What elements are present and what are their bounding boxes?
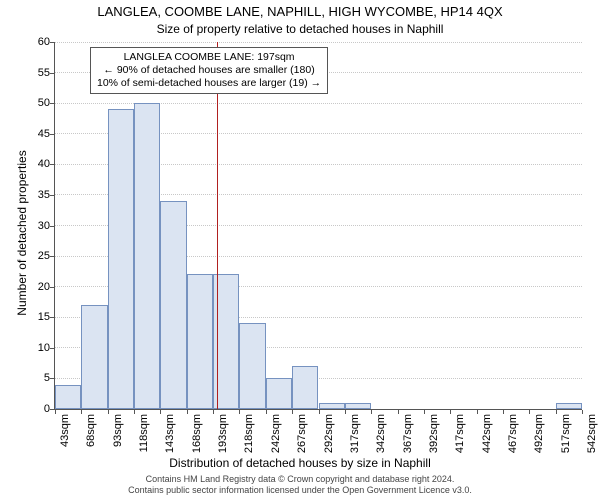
xtick-mark	[81, 410, 82, 414]
xtick-mark	[160, 410, 161, 414]
chart-container: { "title": "LANGLEA, COOMBE LANE, NAPHIL…	[0, 0, 600, 500]
xtick-label: 242sqm	[270, 414, 282, 464]
annotation-line-2: ← 90% of detached houses are smaller (18…	[103, 64, 314, 76]
plot-area	[54, 42, 582, 410]
ytick-mark	[50, 73, 54, 74]
xtick-label: 442sqm	[481, 414, 493, 464]
ytick-label: 55	[26, 68, 50, 79]
xtick-label: 143sqm	[164, 414, 176, 464]
xtick-mark	[477, 410, 478, 414]
histogram-bar	[239, 323, 265, 409]
xtick-label: 168sqm	[191, 414, 203, 464]
ytick-mark	[50, 317, 54, 318]
xtick-label: 292sqm	[323, 414, 335, 464]
xtick-label: 367sqm	[402, 414, 414, 464]
histogram-bar	[160, 201, 186, 409]
xtick-mark	[108, 410, 109, 414]
xtick-label: 68sqm	[85, 414, 97, 464]
xtick-label: 392sqm	[428, 414, 440, 464]
ytick-label: 20	[26, 282, 50, 293]
gridline	[55, 42, 582, 43]
histogram-bar	[81, 305, 107, 409]
xtick-mark	[292, 410, 293, 414]
ytick-label: 30	[26, 221, 50, 232]
histogram-bar	[108, 109, 134, 409]
ytick-label: 0	[26, 404, 50, 415]
xtick-mark	[529, 410, 530, 414]
xtick-mark	[239, 410, 240, 414]
page-subtitle: Size of property relative to detached ho…	[0, 22, 600, 36]
annotation-box: LANGLEA COOMBE LANE: 197sqm ← 90% of det…	[90, 47, 328, 94]
histogram-bar	[266, 378, 292, 409]
ytick-mark	[50, 287, 54, 288]
histogram-bar	[187, 274, 213, 409]
xtick-label: 542sqm	[586, 414, 598, 464]
ytick-label: 60	[26, 37, 50, 48]
xtick-mark	[55, 410, 56, 414]
xtick-mark	[371, 410, 372, 414]
xtick-label: 317sqm	[349, 414, 361, 464]
ytick-mark	[50, 409, 54, 410]
histogram-bar	[319, 403, 345, 409]
xtick-mark	[213, 410, 214, 414]
ytick-mark	[50, 348, 54, 349]
ytick-mark	[50, 378, 54, 379]
ytick-mark	[50, 256, 54, 257]
ytick-label: 40	[26, 159, 50, 170]
xtick-label: 417sqm	[454, 414, 466, 464]
xtick-mark	[134, 410, 135, 414]
ytick-mark	[50, 195, 54, 196]
histogram-bar	[134, 103, 160, 409]
ytick-mark	[50, 134, 54, 135]
page-title: LANGLEA, COOMBE LANE, NAPHILL, HIGH WYCO…	[0, 4, 600, 19]
xtick-label: 467sqm	[507, 414, 519, 464]
xtick-label: 43sqm	[59, 414, 71, 464]
ytick-label: 35	[26, 190, 50, 201]
ytick-mark	[50, 103, 54, 104]
ytick-label: 45	[26, 129, 50, 140]
xtick-label: 492sqm	[533, 414, 545, 464]
xtick-mark	[319, 410, 320, 414]
ytick-mark	[50, 42, 54, 43]
xtick-label: 267sqm	[296, 414, 308, 464]
ytick-mark	[50, 164, 54, 165]
annotation-line-3: 10% of semi-detached houses are larger (…	[97, 77, 321, 89]
footer-line-2: Contains public sector information licen…	[128, 485, 472, 495]
xtick-mark	[266, 410, 267, 414]
ytick-label: 10	[26, 343, 50, 354]
xtick-mark	[398, 410, 399, 414]
xtick-label: 342sqm	[375, 414, 387, 464]
footer-line-1: Contains HM Land Registry data © Crown c…	[146, 474, 455, 484]
ytick-label: 25	[26, 251, 50, 262]
xtick-mark	[187, 410, 188, 414]
xtick-mark	[503, 410, 504, 414]
marker-line	[217, 42, 218, 409]
xtick-label: 517sqm	[560, 414, 572, 464]
xtick-label: 118sqm	[138, 414, 150, 464]
histogram-bar	[292, 366, 318, 409]
histogram-bar	[345, 403, 371, 409]
xtick-mark	[424, 410, 425, 414]
ytick-label: 5	[26, 373, 50, 384]
ytick-mark	[50, 226, 54, 227]
ytick-label: 15	[26, 312, 50, 323]
xtick-mark	[582, 410, 583, 414]
xtick-mark	[345, 410, 346, 414]
histogram-bar	[556, 403, 582, 409]
xtick-label: 193sqm	[217, 414, 229, 464]
histogram-bar	[55, 385, 81, 409]
xtick-label: 218sqm	[243, 414, 255, 464]
xtick-mark	[450, 410, 451, 414]
annotation-line-1: LANGLEA COOMBE LANE: 197sqm	[124, 51, 295, 63]
xtick-label: 93sqm	[112, 414, 124, 464]
ytick-label: 50	[26, 98, 50, 109]
xtick-mark	[556, 410, 557, 414]
footer-attribution: Contains HM Land Registry data © Crown c…	[0, 474, 600, 496]
